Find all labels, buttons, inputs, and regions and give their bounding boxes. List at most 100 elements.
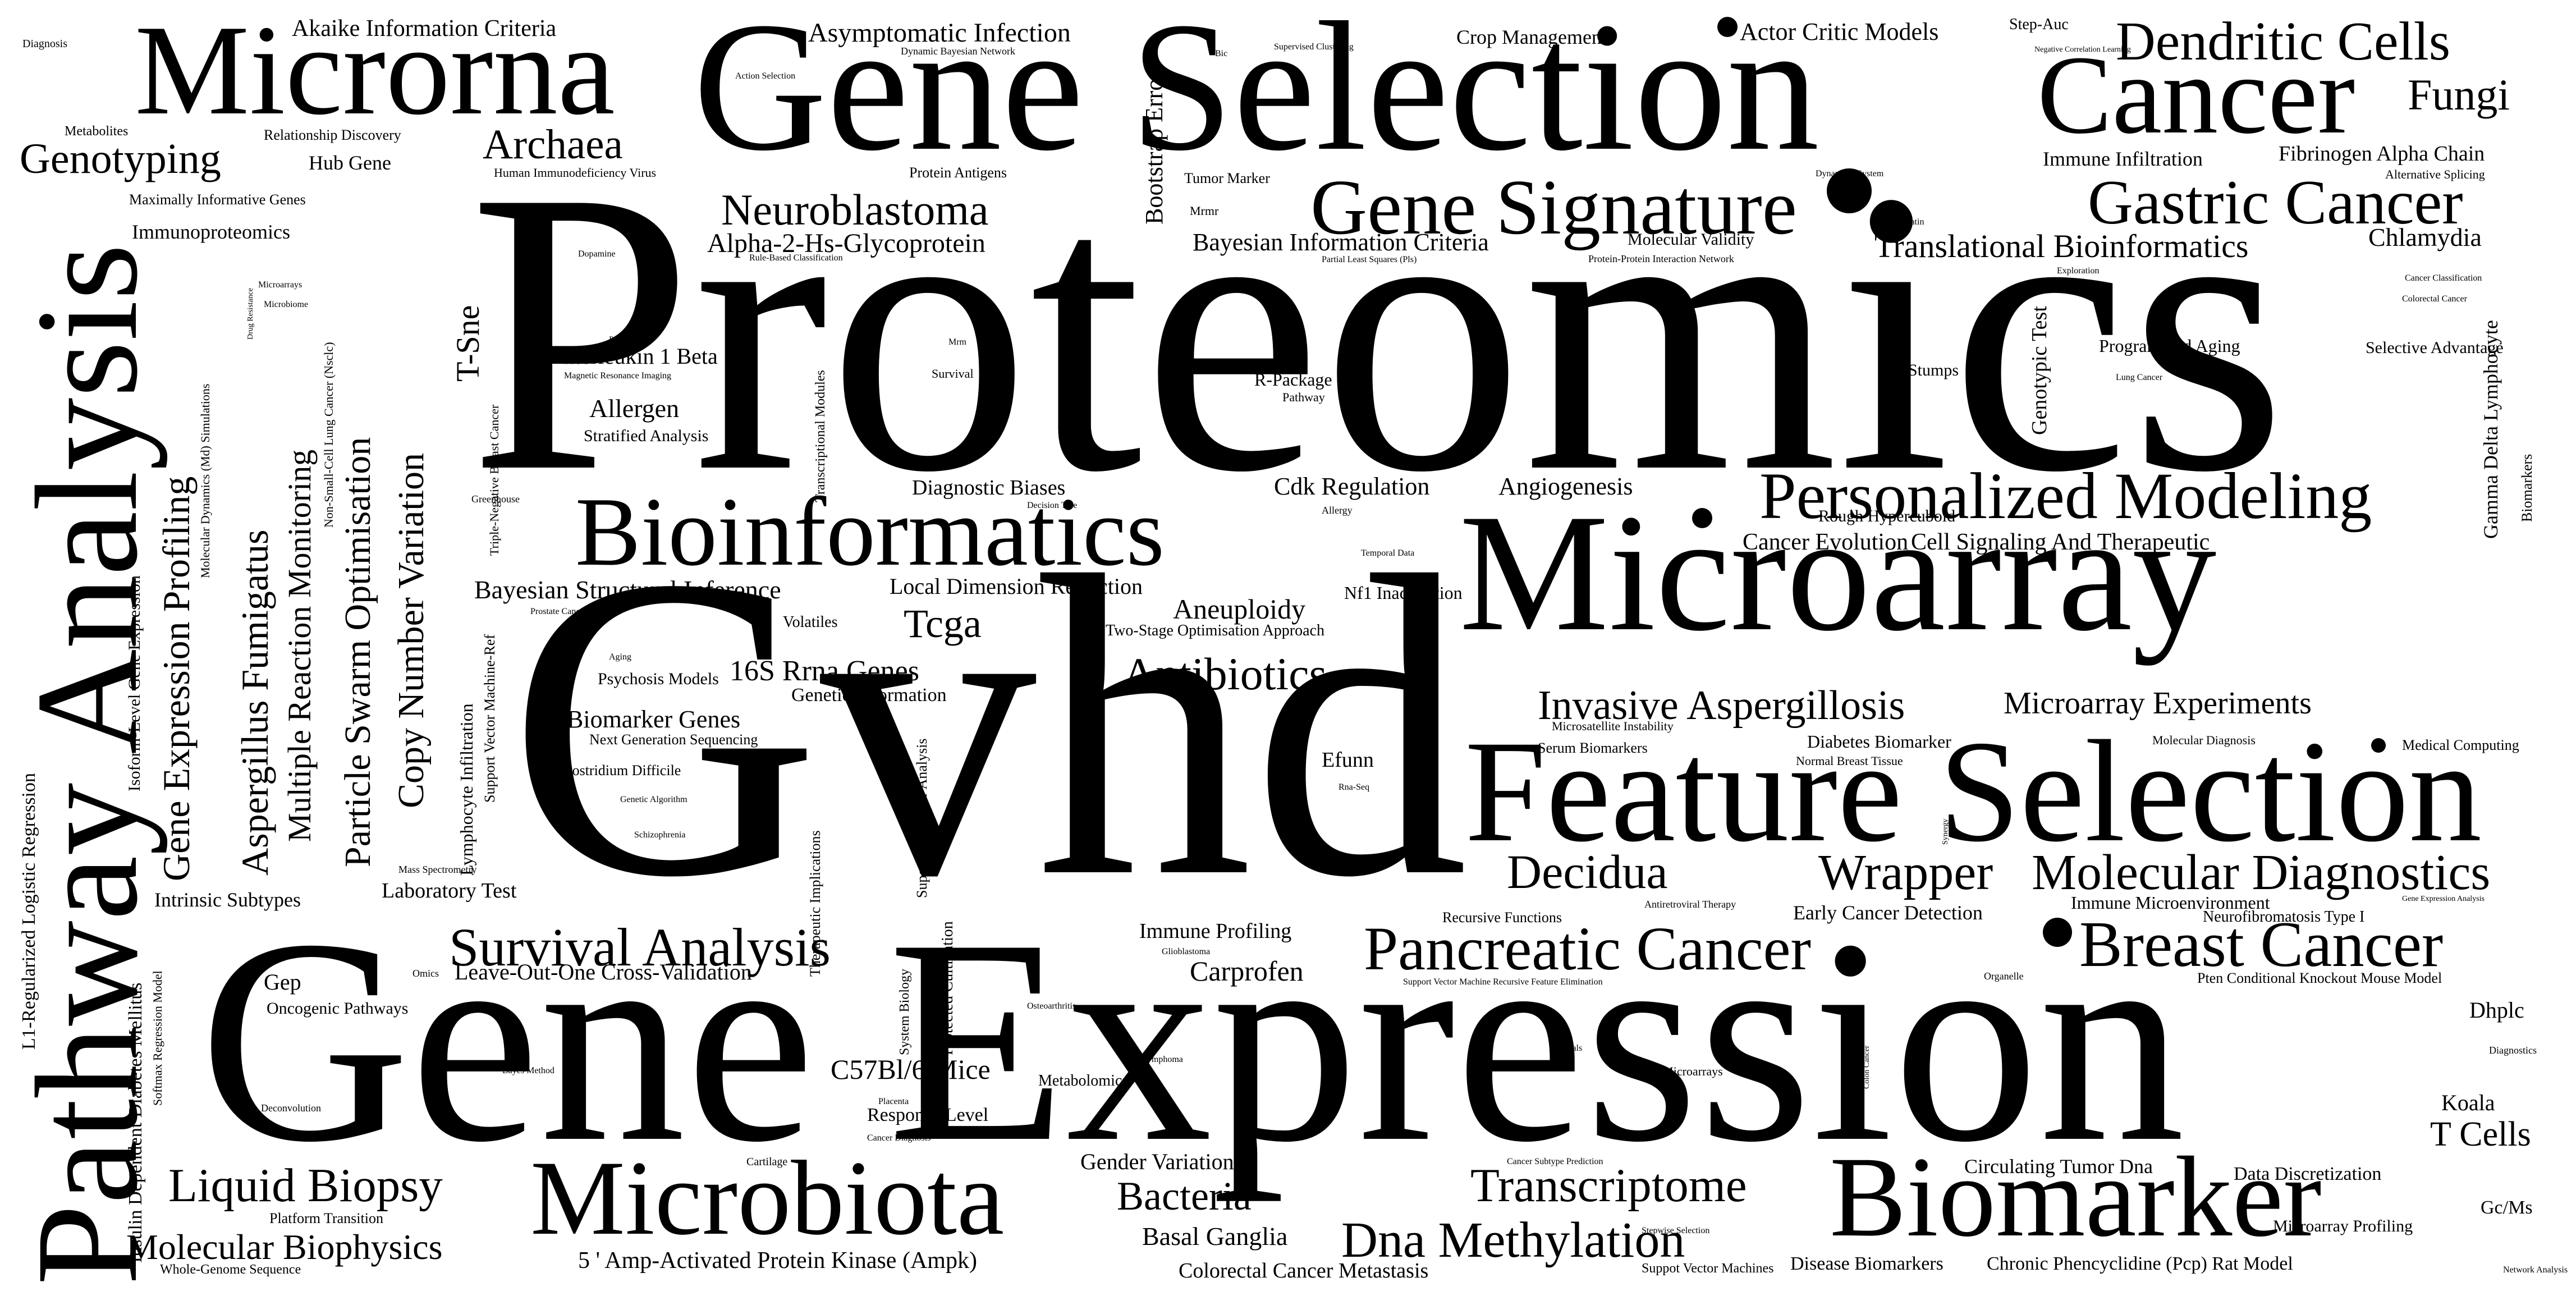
word: Biomarker Genes	[567, 706, 741, 733]
word: Microarray Experiments	[2004, 686, 2312, 721]
word: Multiple Reaction Monitoring	[281, 449, 318, 842]
word: Medical Computing	[2402, 737, 2519, 753]
word: Microarray	[1459, 479, 2217, 666]
word: Osteoarthritis	[1027, 1001, 1076, 1011]
word: Immune Profiling	[1139, 919, 1292, 943]
word: Cancer	[2037, 33, 2355, 157]
word: Hub Gene	[309, 152, 391, 174]
word: Gastric Cancer	[2088, 168, 2463, 237]
dot	[1717, 17, 1738, 37]
word: Survival Analysis	[449, 917, 831, 977]
word: Support Vector Machine-Ref	[482, 634, 498, 803]
word: Oncogenic Pathways	[267, 999, 409, 1018]
word: Bayesian Information Criteria	[1193, 228, 1489, 256]
word: C57Bl/6 Mice	[831, 1054, 991, 1085]
word: Nf1 Inactivation	[1344, 583, 1463, 603]
word: Diabetes Biomarker	[1807, 731, 1951, 752]
word: Microbiota	[530, 1139, 1005, 1257]
word: Survival	[932, 367, 974, 381]
word: Human Immunodeficiency Virus	[494, 166, 657, 180]
word: Rough Hypercuboid	[1818, 507, 1956, 525]
word: Dynamic Bayesian Network	[901, 45, 1015, 57]
word: Dna Methylation	[1341, 1212, 1685, 1268]
word: Stumps	[1908, 361, 1959, 379]
word: Next Generation Sequencing	[589, 731, 758, 748]
word: Genetic Information	[791, 685, 947, 706]
word: Archaea	[483, 121, 623, 168]
word: Fungi	[2408, 70, 2510, 119]
word: Interleukin 1 Beta	[556, 344, 718, 369]
word: 16S Rrna Genes	[730, 655, 919, 687]
word: Colorectal Cancer Metastasis	[1179, 1259, 1429, 1283]
word: Bootstrap Error	[1140, 70, 1168, 225]
word: Supervised Factor Analysis	[914, 738, 930, 898]
word: Laboratory Test	[382, 879, 517, 903]
word: Particle Swarm Optimisation	[337, 437, 378, 867]
word: Cancer Evolution	[1743, 529, 1909, 555]
word: Gep	[264, 969, 301, 995]
word: Diagnostic Biases	[912, 476, 1066, 500]
word: Omics	[412, 968, 439, 979]
word: Step-Auc	[2009, 16, 2069, 33]
dot	[1827, 168, 1872, 213]
word: Recursive Functions	[1442, 909, 1562, 926]
word: Molecular Dynamics (Md) Simulations	[198, 383, 212, 578]
word: Dendritic Cells	[2116, 11, 2451, 72]
word: Gene Signature	[1310, 164, 1797, 251]
word: Crop Management	[1456, 26, 1607, 48]
word: Glioblastoma	[1162, 947, 1211, 956]
word: Aneuploidy	[1173, 593, 1306, 625]
word: Basal Ganglia	[1142, 1222, 1288, 1251]
word: Breast Cancer	[2079, 909, 2444, 980]
word: Proteins	[609, 335, 639, 345]
word: Stratified Analysis	[584, 427, 709, 445]
word: Allergen	[589, 394, 680, 423]
word: Colon Cancer	[1863, 1045, 1871, 1089]
word: Chlamydia	[2368, 223, 2482, 251]
word: Antibiotics	[1122, 648, 1327, 699]
word: Early Cancer Detection	[1793, 901, 1983, 924]
word: Microarray Profiling	[2273, 1217, 2413, 1235]
word: Pathway	[1282, 390, 1325, 404]
word: Alternative Splicing	[2385, 167, 2485, 181]
word: Rna-Seq	[1339, 782, 1370, 792]
word: Bic	[1215, 49, 1228, 58]
word: Gc/Ms	[2481, 1197, 2533, 1218]
word: Tcga	[904, 601, 982, 646]
word: Greenhouse	[471, 493, 520, 505]
word: Magnetic Resonance Imaging	[564, 371, 672, 381]
word: Animals	[1552, 1043, 1583, 1053]
word: Neuroblastoma	[721, 185, 989, 234]
word: Diagnostics	[2489, 1045, 2537, 1056]
word: Efunn	[1322, 748, 1374, 772]
word: Bacteria	[1117, 1174, 1252, 1219]
word: Leave-Out-One Cross-Validation	[455, 959, 752, 985]
word: Selective Advantage	[2366, 338, 2504, 357]
word: Circulating Tumor Dna	[1964, 1155, 2153, 1178]
word: Genotypic Test	[2028, 306, 2051, 435]
word: Personalized Modeling	[1759, 459, 2372, 533]
word: Serum Biomarkers	[1538, 740, 1648, 756]
word: Koala	[2441, 1090, 2495, 1115]
word: Fibrinogen Alpha Chain	[2279, 142, 2485, 166]
word: Disease Biomarkers	[1790, 1253, 1944, 1274]
word: Gene Expression Profiling	[155, 476, 198, 881]
word: Mrm	[948, 337, 966, 347]
word: Molecular Diagnosis	[2152, 733, 2256, 747]
word: Lung Cancer	[2116, 373, 2163, 382]
word: Microbiome	[264, 300, 309, 309]
word: Mrmr	[1190, 204, 1219, 218]
word: Copy Number Variation	[391, 452, 432, 808]
word: Chromatin	[1886, 217, 1924, 227]
word: Molecular Diagnostics	[2032, 845, 2491, 900]
word: Therapeutic Implications	[807, 830, 823, 977]
word: Feature Selection	[1465, 711, 2482, 872]
dot	[2371, 738, 2386, 753]
word: Protected Cultivation	[939, 921, 956, 1055]
word: Programmed Aging	[2099, 336, 2240, 356]
word: Immune Infiltration	[2043, 148, 2203, 170]
word: Placenta	[878, 1097, 909, 1106]
word: Microarrays	[258, 280, 302, 290]
word: Antiretroviral Therapy	[1644, 899, 1736, 910]
word: Isoform-Level Gene Expression	[125, 575, 144, 791]
